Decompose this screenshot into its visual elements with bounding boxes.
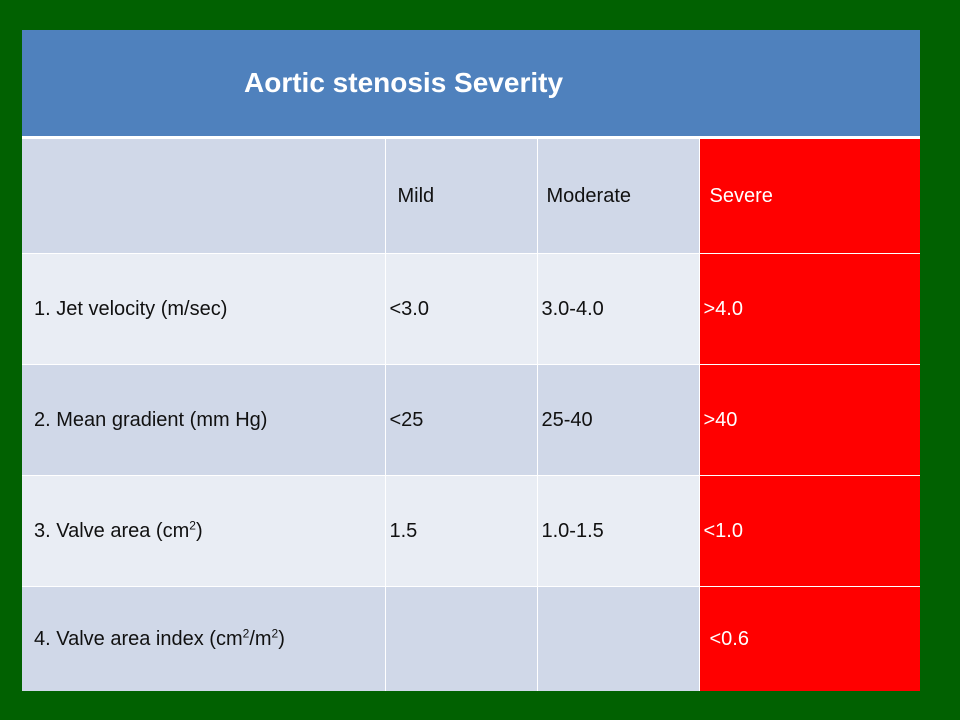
- table-row: 2. Mean gradient (mm Hg) <25 25-40 >40: [22, 364, 921, 476]
- moderate-value: 3.0-4.0: [541, 297, 604, 320]
- severe-cell: >4.0: [698, 253, 921, 365]
- severe-value: >40: [703, 408, 738, 431]
- severe-value: <0.6: [709, 627, 749, 650]
- header-moderate-label: Moderate: [546, 184, 632, 207]
- severe-value: >4.0: [703, 297, 743, 320]
- moderate-value: 25-40: [541, 408, 593, 431]
- table-row: 1. Jet velocity (m/sec) <3.0 3.0-4.0 >4.…: [22, 253, 921, 365]
- severe-cell: <1.0: [698, 475, 921, 587]
- mild-cell: <25: [384, 364, 537, 476]
- table-row: 3. Valve area (cm2) 1.5 1.0-1.5 <1.0: [22, 475, 921, 587]
- row-label-cell: 4. Valve area index (cm2/m2): [22, 586, 385, 691]
- severity-table: Aortic stenosis Severity Mild Moderate S…: [22, 30, 921, 691]
- header-blank-cell: [22, 137, 385, 254]
- mild-value: <25: [389, 408, 424, 431]
- header-severe: Severe: [698, 137, 921, 254]
- severe-cell: >40: [698, 364, 921, 476]
- header-mild: Mild: [384, 137, 537, 254]
- header-moderate: Moderate: [536, 137, 699, 254]
- page-title: Aortic stenosis Severity: [244, 67, 564, 98]
- row-label: 4. Valve area index (cm2/m2): [34, 625, 285, 650]
- moderate-value: 1.0-1.5: [541, 519, 604, 542]
- row-label-cell: 3. Valve area (cm2): [22, 475, 385, 587]
- row-label: 1. Jet velocity (m/sec): [34, 297, 228, 320]
- mild-cell: [384, 586, 537, 691]
- moderate-cell: 1.0-1.5: [536, 475, 699, 587]
- severe-value: <1.0: [703, 519, 743, 542]
- row-label: 3. Valve area (cm2): [34, 517, 203, 542]
- mild-cell: <3.0: [384, 253, 537, 365]
- moderate-cell: 3.0-4.0: [536, 253, 699, 365]
- moderate-cell: 25-40: [536, 364, 699, 476]
- mild-cell: 1.5: [384, 475, 537, 587]
- title-banner: Aortic stenosis Severity: [22, 30, 921, 139]
- severe-cell: <0.6: [698, 586, 921, 691]
- table-row: 4. Valve area index (cm2/m2) <0.6: [22, 586, 921, 691]
- header-mild-label: Mild: [397, 184, 435, 207]
- row-label-cell: 1. Jet velocity (m/sec): [22, 253, 385, 365]
- header-severe-label: Severe: [709, 184, 773, 207]
- header-row: Mild Moderate Severe: [22, 137, 921, 254]
- row-label: 2. Mean gradient (mm Hg): [34, 408, 268, 431]
- mild-value: <3.0: [389, 297, 429, 320]
- row-label-cell: 2. Mean gradient (mm Hg): [22, 364, 385, 476]
- moderate-cell: [536, 586, 699, 691]
- mild-value: 1.5: [389, 519, 418, 542]
